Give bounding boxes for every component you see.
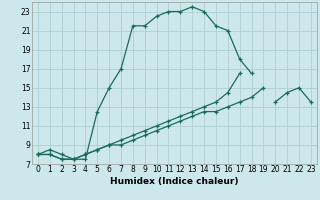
X-axis label: Humidex (Indice chaleur): Humidex (Indice chaleur) [110, 177, 239, 186]
